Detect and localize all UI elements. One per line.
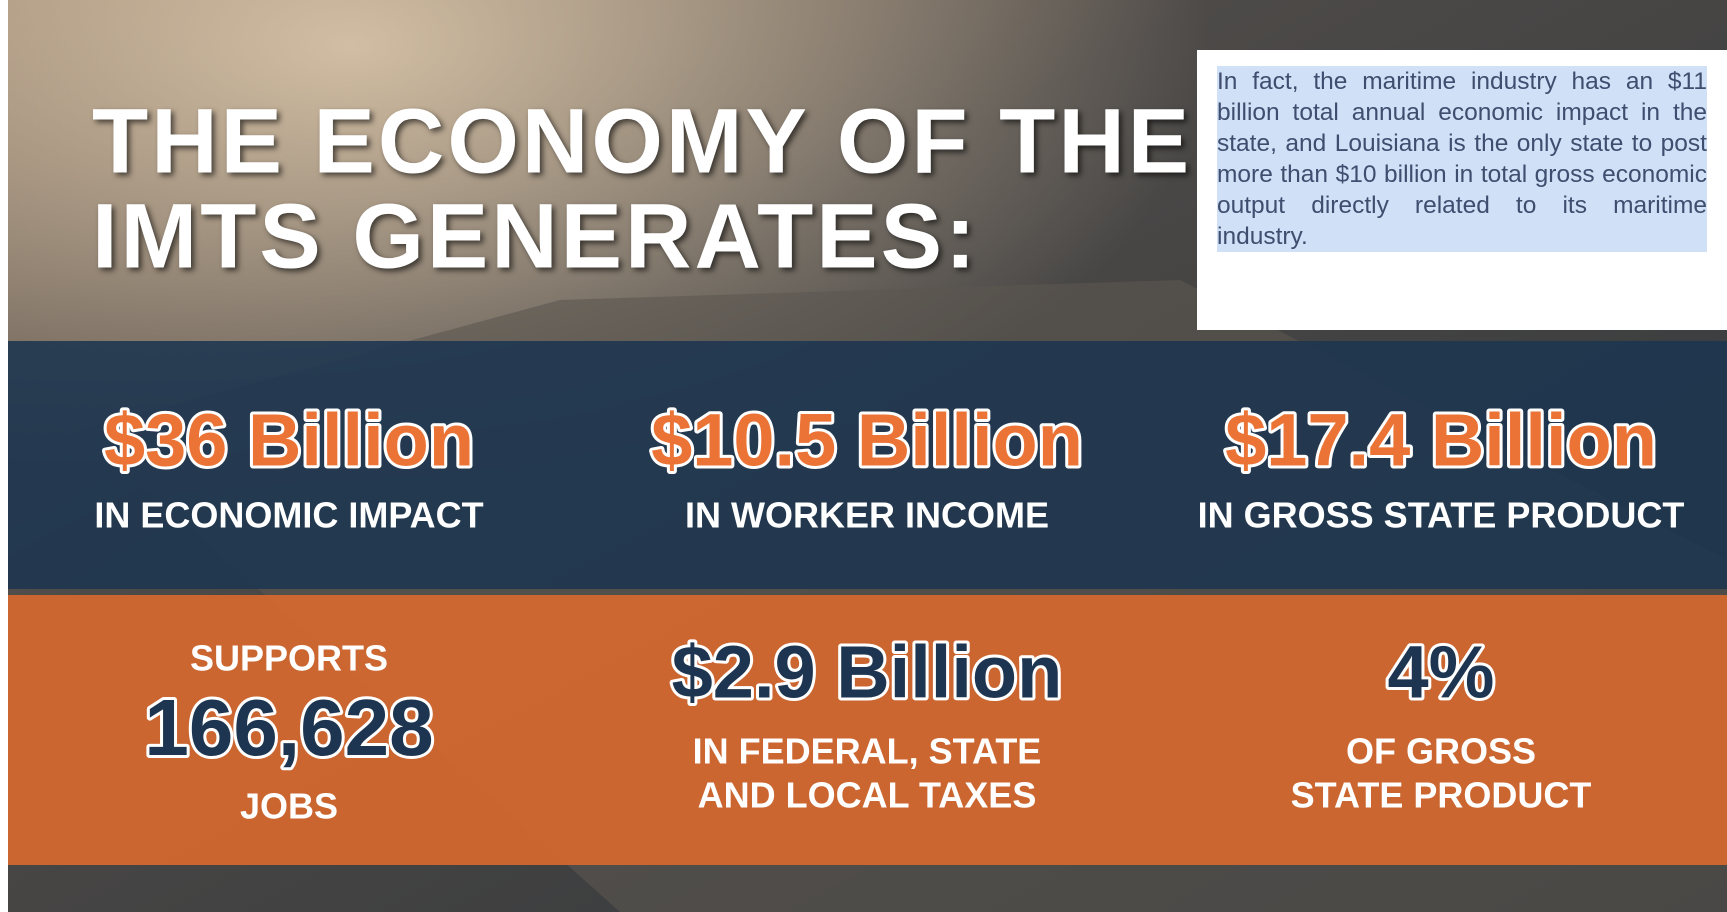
stat-value: $2.9 Billion: [672, 631, 1063, 714]
headline: IMTS GENERATES:: [92, 185, 979, 287]
stat-caption: AND LOCAL TAXES: [698, 775, 1037, 816]
stat-caption: IN ECONOMIC IMPACT: [94, 495, 483, 536]
orange-band: [8, 595, 1727, 865]
stat-value: $10.5 Billion: [651, 399, 1083, 482]
stat-value: $17.4 Billion: [1225, 399, 1657, 482]
stat-caption: IN WORKER INCOME: [685, 495, 1049, 536]
stat-value: $36 Billion: [104, 399, 474, 482]
stat-caption: OF GROSS: [1346, 731, 1536, 772]
stat-value: 166,628: [144, 683, 433, 772]
navy-band: [8, 341, 1727, 589]
stat-caption: STATE PRODUCT: [1291, 775, 1592, 816]
stat-caption: IN GROSS STATE PRODUCT: [1198, 495, 1685, 536]
callout-text: In fact, the maritime industry has an $1…: [1217, 66, 1707, 252]
stat-caption: IN FEDERAL, STATE: [693, 731, 1042, 772]
callout-box: In fact, the maritime industry has an $1…: [1197, 50, 1727, 330]
stat-value: 4%: [1388, 631, 1495, 714]
stat-caption: JOBS: [240, 786, 338, 827]
headline: THE ECONOMY OF THE: [92, 90, 1192, 192]
stat-above: SUPPORTS: [190, 638, 388, 679]
